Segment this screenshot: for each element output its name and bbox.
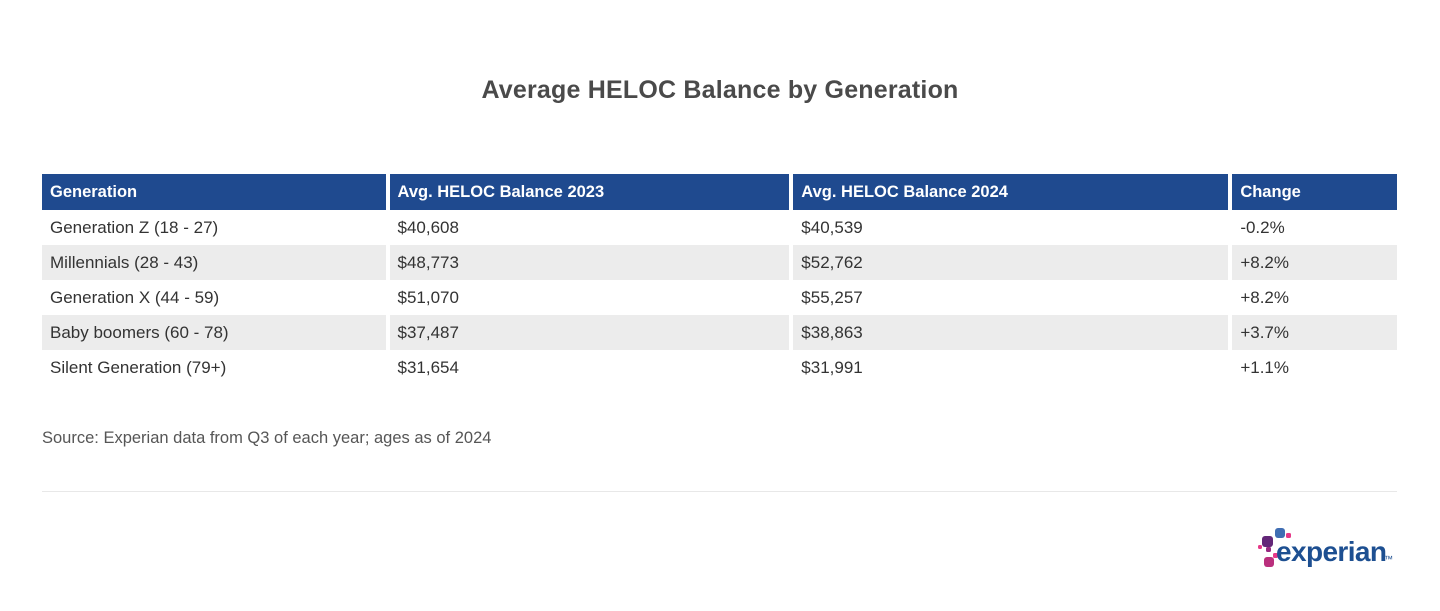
cell-generation: Baby boomers (60 - 78) (42, 315, 388, 350)
cell-generation: Millennials (28 - 43) (42, 245, 388, 280)
cell-change: -0.2% (1228, 210, 1397, 245)
cell-balance-2023: $40,608 (385, 210, 792, 245)
cell-balance-2024: $38,863 (789, 315, 1231, 350)
cell-balance-2023: $51,070 (385, 280, 792, 315)
col-header-balance-2023: Avg. HELOC Balance 2023 (385, 174, 792, 210)
logo-dot-blue-icon (1275, 528, 1285, 538)
page-title: Average HELOC Balance by Generation (481, 76, 959, 104)
cell-balance-2024: $40,539 (789, 210, 1231, 245)
logo-dot-pink-icon (1286, 533, 1291, 538)
experian-logo-text: experian (1276, 536, 1387, 567)
cell-balance-2024: $31,991 (789, 350, 1231, 385)
col-header-balance-2024: Avg. HELOC Balance 2024 (789, 174, 1231, 210)
table-row: Silent Generation (79+) $31,654 $31,991 … (42, 350, 1397, 385)
col-header-change: Change (1228, 174, 1397, 210)
logo-dot-violet-icon (1266, 547, 1271, 552)
trademark-symbol: ™ (1384, 554, 1393, 564)
logo-dot-pink-icon (1273, 553, 1278, 558)
source-note: Source: Experian data from Q3 of each ye… (42, 429, 492, 447)
col-header-generation: Generation (42, 174, 388, 210)
footer: experian ™ (42, 525, 1397, 589)
cell-balance-2024: $55,257 (789, 280, 1231, 315)
divider (42, 491, 1397, 492)
cell-balance-2024: $52,762 (789, 245, 1231, 280)
experian-logo: experian ™ (1255, 525, 1397, 589)
cell-balance-2023: $37,487 (385, 315, 792, 350)
cell-generation: Silent Generation (79+) (42, 350, 388, 385)
cell-generation: Generation X (44 - 59) (42, 280, 388, 315)
cell-change: +8.2% (1228, 280, 1397, 315)
cell-balance-2023: $31,654 (385, 350, 792, 385)
heloc-balance-table: Generation Avg. HELOC Balance 2023 Avg. … (42, 174, 1397, 385)
table-row: Generation X (44 - 59) $51,070 $55,257 +… (42, 280, 1397, 315)
logo-dot-magenta-icon (1264, 557, 1274, 567)
cell-change: +8.2% (1228, 245, 1397, 280)
cell-balance-2023: $48,773 (385, 245, 792, 280)
cell-change: +1.1% (1228, 350, 1397, 385)
heloc-infographic: Average HELOC Balance by Generation Gene… (0, 76, 1440, 611)
cell-generation: Generation Z (18 - 27) (42, 210, 388, 245)
cell-change: +3.7% (1228, 315, 1397, 350)
logo-dot-purple-icon (1262, 536, 1273, 547)
table-row: Baby boomers (60 - 78) $37,487 $38,863 +… (42, 315, 1397, 350)
logo-dot-pink-icon (1258, 545, 1262, 549)
content-area: Generation Avg. HELOC Balance 2023 Avg. … (42, 174, 1397, 589)
table-row: Generation Z (18 - 27) $40,608 $40,539 -… (42, 210, 1397, 245)
table-row: Millennials (28 - 43) $48,773 $52,762 +8… (42, 245, 1397, 280)
table-header-row: Generation Avg. HELOC Balance 2023 Avg. … (42, 174, 1397, 210)
